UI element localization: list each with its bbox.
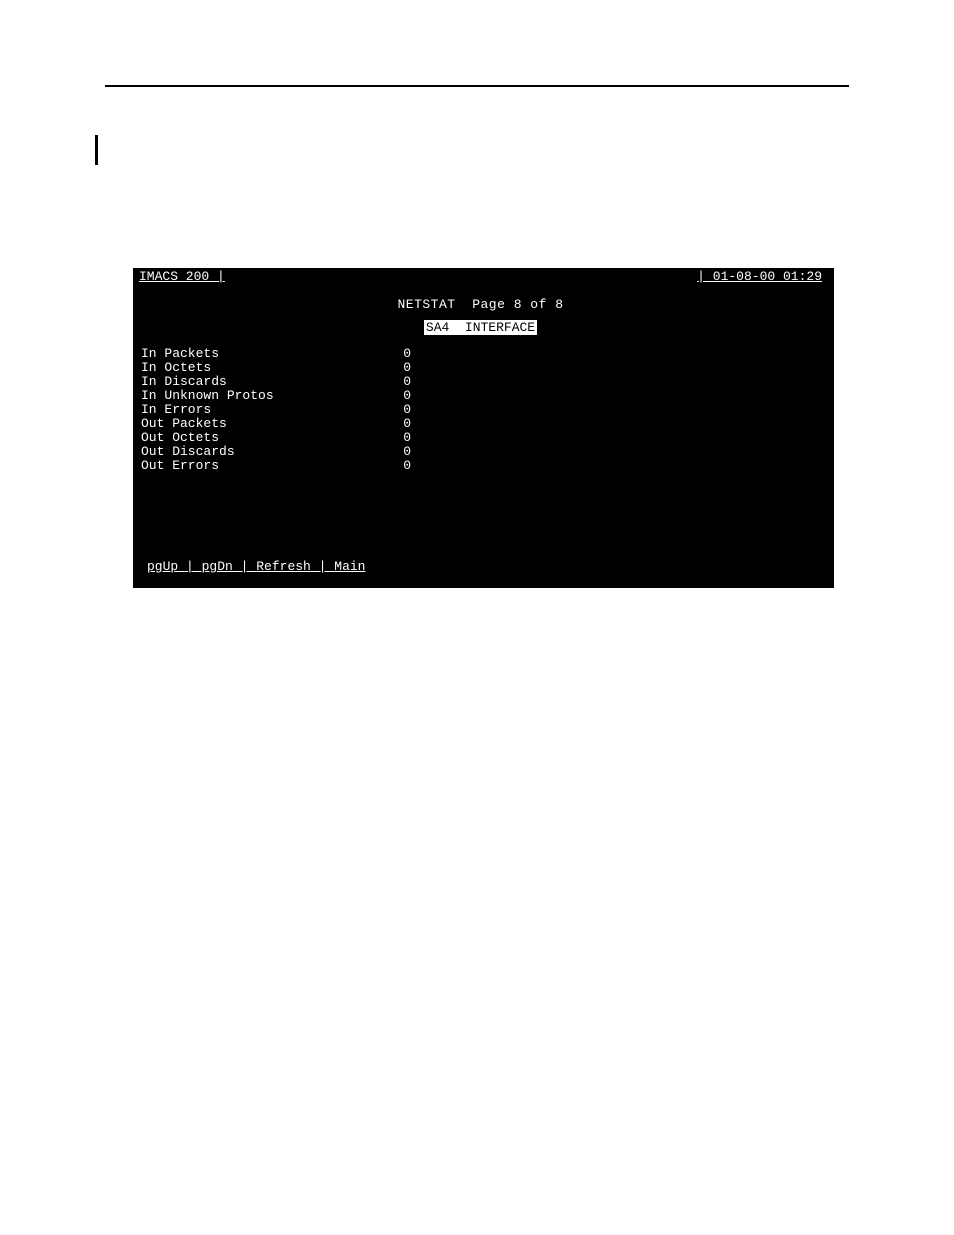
stat-value: 0 <box>381 389 411 402</box>
stats-table: In Packets 0 In Octets 0 In Discards 0 I… <box>133 346 828 472</box>
stat-label: In Errors <box>141 403 381 416</box>
interface-line: SA4 INTERFACE <box>133 321 828 334</box>
system-name: IMACS_200 | <box>139 270 225 283</box>
timestamp-wrap: | 01-08-00 01:29 <box>697 270 822 283</box>
terminal-titlebar: IMACS_200 | | 01-08-00 01:29 <box>133 268 828 284</box>
screen-title-line: NETSTAT Page 8 of 8 <box>133 298 828 311</box>
stat-value: 0 <box>381 347 411 360</box>
titlebar-sep-right: | <box>697 269 713 284</box>
stat-value: 0 <box>381 417 411 430</box>
timestamp: 01-08-00 01:29 <box>713 269 822 284</box>
screen-title: NETSTAT <box>397 297 455 312</box>
menu-refresh[interactable]: Refresh <box>256 559 311 574</box>
stat-label: In Discards <box>141 375 381 388</box>
stat-value: 0 <box>381 445 411 458</box>
terminal-inner: IMACS_200 | | 01-08-00 01:29 NETSTAT Pag… <box>133 268 828 582</box>
stat-value: 0 <box>381 375 411 388</box>
stat-label: Out Errors <box>141 459 381 472</box>
terminal-window: IMACS_200 | | 01-08-00 01:29 NETSTAT Pag… <box>133 268 834 588</box>
menu-divider: | <box>311 559 334 574</box>
change-bar-icon <box>95 135 98 165</box>
stat-value: 0 <box>381 459 411 472</box>
stat-label: Out Octets <box>141 431 381 444</box>
menu-divider: | <box>178 559 201 574</box>
menu-pgdn[interactable]: pgDn <box>202 559 233 574</box>
stat-value: 0 <box>381 403 411 416</box>
stat-label: In Packets <box>141 347 381 360</box>
stat-label: In Unknown Protos <box>141 389 381 402</box>
table-row: Out Octets 0 <box>141 430 828 444</box>
table-row: In Errors 0 <box>141 402 828 416</box>
stat-label: In Octets <box>141 361 381 374</box>
terminal-menubar: pgUp | pgDn | Refresh | Main <box>133 560 828 576</box>
menu-pgup[interactable]: pgUp <box>147 559 178 574</box>
table-row: In Discards 0 <box>141 374 828 388</box>
menu-main[interactable]: Main <box>334 559 365 574</box>
stat-value: 0 <box>381 361 411 374</box>
table-row: In Unknown Protos 0 <box>141 388 828 402</box>
titlebar-sep-left: | <box>209 269 225 284</box>
table-row: Out Errors 0 <box>141 458 828 472</box>
page-top-rule <box>105 85 849 87</box>
stat-label: Out Discards <box>141 445 381 458</box>
table-row: In Octets 0 <box>141 360 828 374</box>
table-row: Out Packets 0 <box>141 416 828 430</box>
menu-divider: | <box>233 559 256 574</box>
stat-label: Out Packets <box>141 417 381 430</box>
table-row: In Packets 0 <box>141 346 828 360</box>
stat-value: 0 <box>381 431 411 444</box>
table-row: Out Discards 0 <box>141 444 828 458</box>
system-name-text: IMACS_200 <box>139 269 209 284</box>
page-indicator: Page 8 of 8 <box>472 297 563 312</box>
interface-label: SA4 INTERFACE <box>424 320 537 335</box>
